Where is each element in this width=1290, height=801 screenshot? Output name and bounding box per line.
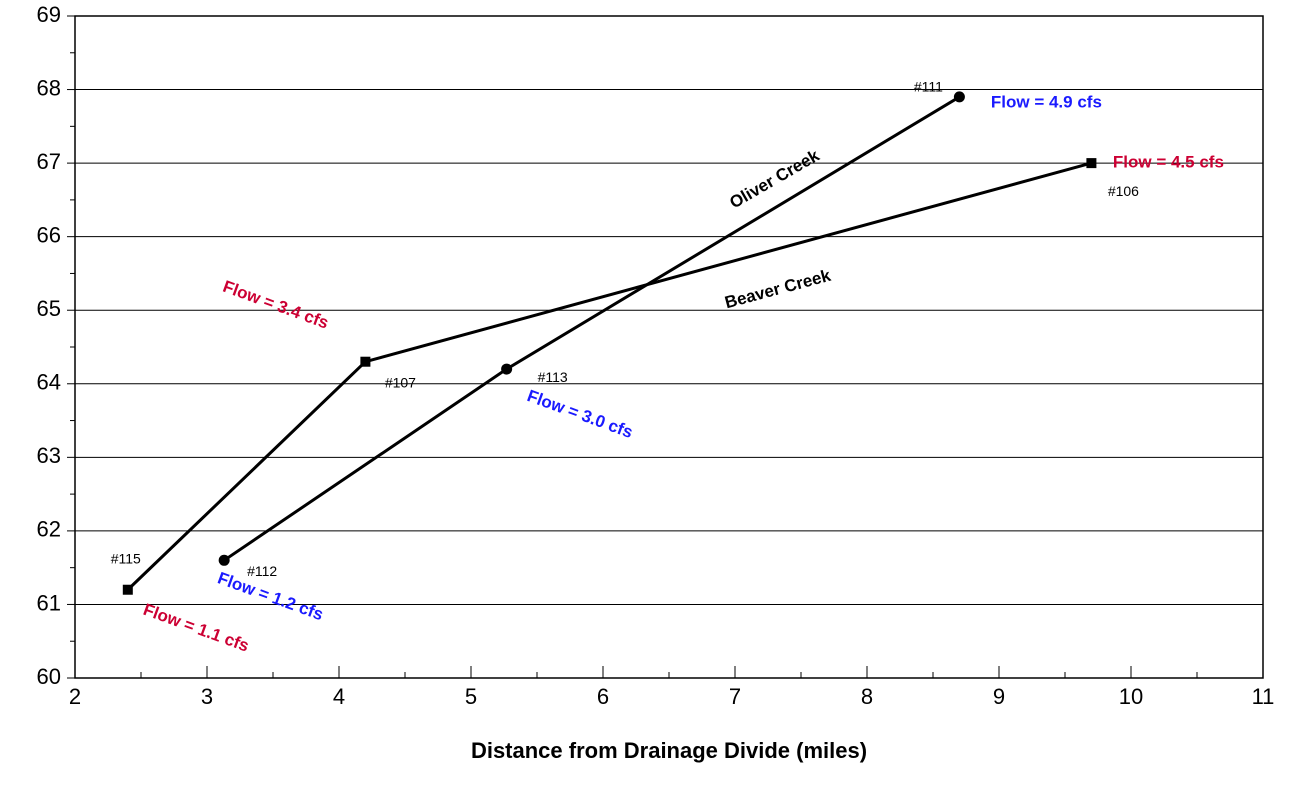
y-tick-label: 62 <box>37 517 61 542</box>
x-tick-label: 6 <box>597 684 609 709</box>
x-tick-label: 3 <box>201 684 213 709</box>
flow-label: Flow = 3.4 cfs <box>220 277 331 333</box>
x-tick-label: 8 <box>861 684 873 709</box>
x-tick-label: 5 <box>465 684 477 709</box>
x-tick-label: 11 <box>1252 684 1275 709</box>
x-tick-label: 4 <box>333 684 345 709</box>
x-tick-label: 2 <box>69 684 81 709</box>
point-label: #113 <box>538 369 568 385</box>
point-label: #112 <box>247 563 277 579</box>
flow-label: Flow = 3.0 cfs <box>525 386 636 442</box>
y-tick-label: 66 <box>37 222 61 247</box>
flow-label: Flow = 1.1 cfs <box>141 600 252 656</box>
y-tick-label: 65 <box>37 296 61 321</box>
series-name: Oliver Creek <box>726 146 823 213</box>
point <box>1086 158 1097 169</box>
plot-frame <box>74 15 1264 679</box>
y-tick-label: 64 <box>37 370 61 395</box>
y-tick-label: 67 <box>37 149 61 174</box>
flow-label: Flow = 4.5 cfs <box>1113 153 1224 172</box>
point-label: #106 <box>1108 183 1139 199</box>
point <box>360 356 371 367</box>
y-tick-label: 63 <box>37 443 61 468</box>
y-tick-label: 61 <box>37 590 61 615</box>
y-tick-label: 68 <box>37 75 61 100</box>
point <box>218 554 230 566</box>
point-label: #107 <box>385 374 416 390</box>
x-tick-label: 9 <box>993 684 1005 709</box>
series-line <box>126 161 1092 591</box>
point <box>122 584 133 595</box>
x-tick-label: 7 <box>729 684 741 709</box>
series-line <box>223 95 961 562</box>
y-tick-label: 69 <box>37 2 61 27</box>
point <box>953 91 965 103</box>
point-label: #115 <box>111 550 141 566</box>
point <box>501 363 513 375</box>
x-tick-label: 10 <box>1119 684 1143 709</box>
point-label: #111 <box>914 79 943 95</box>
flow-label: Flow = 4.9 cfs <box>991 92 1102 111</box>
y-tick-label: 60 <box>37 664 61 689</box>
x-axis-label: Distance from Drainage Divide (miles) <box>471 738 867 763</box>
series-name: Beaver Creek <box>723 266 833 313</box>
